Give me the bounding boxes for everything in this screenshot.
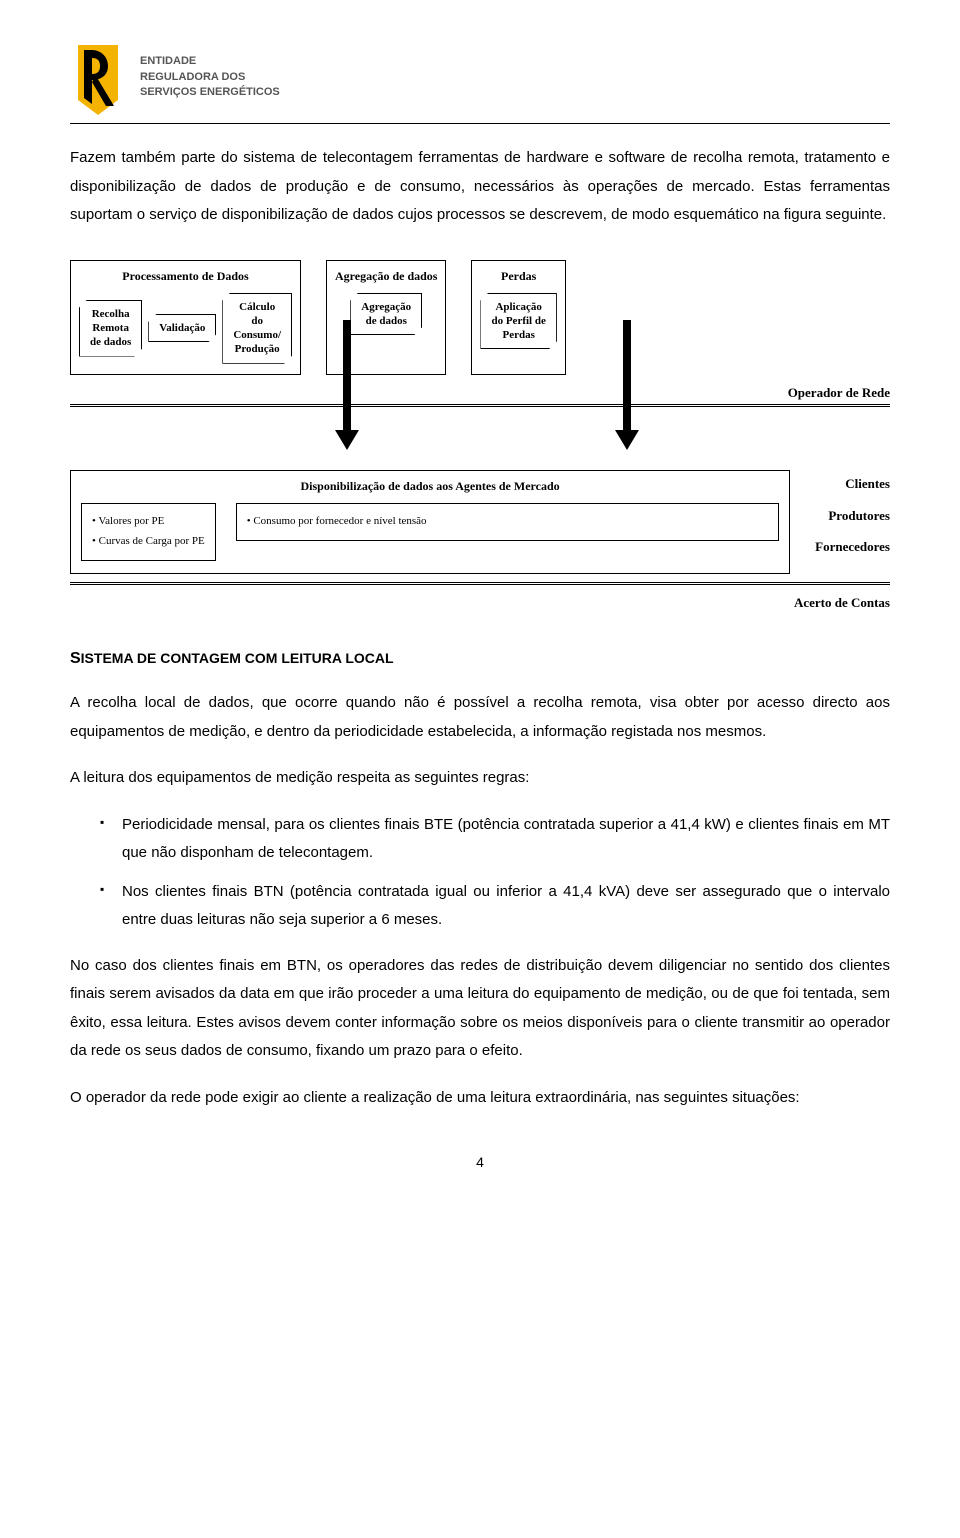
org-line-2: REGULADORA DOS (140, 70, 280, 85)
label-produtores: Produtores (828, 506, 890, 526)
process-diagram: Processamento de Dados RecolhaRemotade d… (70, 260, 890, 613)
bullet-item: • Consumo por fornecedor e nível tensão (247, 512, 768, 532)
acerto-label: Acerto de Contas (70, 593, 890, 613)
node-perdas: Aplicaçãodo Perfil dePerdas (480, 293, 556, 350)
node-calculo: CálculodoConsumo/Produção (222, 293, 292, 364)
logo (70, 40, 125, 115)
group-processamento: Processamento de Dados RecolhaRemotade d… (70, 260, 301, 375)
right-labels: Clientes Produtores Fornecedores (815, 470, 890, 557)
paragraph: A leitura dos equipamentos de medição re… (70, 764, 890, 793)
down-arrow-icon (615, 320, 639, 450)
list-item: Nos clientes finais BTN (potência contra… (100, 878, 890, 934)
diagram-top-row: Processamento de Dados RecolhaRemotade d… (70, 260, 890, 375)
operator-label: Operador de Rede (70, 383, 890, 403)
node-agregacao: Agregaçãode dados (350, 293, 422, 336)
right-items-box: • Consumo por fornecedor e nível tensão (236, 503, 779, 541)
node-recolha: RecolhaRemotade dados (79, 300, 142, 357)
bullet-item: • Curvas de Carga por PE (92, 532, 205, 552)
page-header: ENTIDADE REGULADORA DOS SERVIÇOS ENERGÉT… (70, 40, 890, 124)
heading-initial: S (70, 650, 81, 667)
section-heading: SISTEMA DE CONTAGEM COM LEITURA LOCAL (70, 647, 890, 671)
paragraph-intro: Fazem também parte do sistema de telecon… (70, 144, 890, 230)
group-disponibilizacao: Disponibilização de dados aos Agentes de… (70, 470, 790, 574)
paragraph: A recolha local de dados, que ocorre qua… (70, 689, 890, 746)
org-name: ENTIDADE REGULADORA DOS SERVIÇOS ENERGÉT… (140, 54, 280, 100)
page-number: 4 (70, 1152, 890, 1173)
down-arrow-icon (335, 320, 359, 450)
node-validacao: Validação (148, 314, 216, 342)
paragraph: No caso dos clientes finais em BTN, os o… (70, 952, 890, 1066)
bullet-item: • Valores por PE (92, 512, 205, 532)
left-items-box: • Valores por PE • Curvas de Carga por P… (81, 503, 216, 561)
label-clientes: Clientes (845, 474, 890, 494)
divider-line (70, 582, 890, 585)
label-fornecedores: Fornecedores (815, 537, 890, 557)
divider-line (70, 404, 890, 407)
group-title: Processamento de Dados (122, 267, 248, 285)
group-title: Disponibilização de dados aos Agentes de… (81, 477, 779, 495)
arrows-row (70, 415, 890, 470)
group-perdas: Perdas Aplicaçãodo Perfil dePerdas (471, 260, 565, 375)
group-title: Perdas (501, 267, 536, 285)
group-title: Agregação de dados (335, 267, 437, 285)
list-item: Periodicidade mensal, para os clientes f… (100, 811, 890, 867)
document-page: ENTIDADE REGULADORA DOS SERVIÇOS ENERGÉT… (0, 0, 960, 1213)
diagram-bottom-row: Disponibilização de dados aos Agentes de… (70, 470, 890, 574)
rules-list: Periodicidade mensal, para os clientes f… (70, 811, 890, 934)
heading-rest: ISTEMA DE CONTAGEM COM LEITURA LOCAL (81, 650, 394, 666)
org-line-3: SERVIÇOS ENERGÉTICOS (140, 85, 280, 100)
paragraph: O operador da rede pode exigir ao client… (70, 1084, 890, 1113)
org-line-1: ENTIDADE (140, 54, 280, 69)
